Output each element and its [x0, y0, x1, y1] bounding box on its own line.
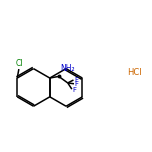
Text: F: F: [74, 81, 78, 87]
Text: F: F: [72, 87, 76, 93]
Text: NH₂: NH₂: [60, 64, 75, 73]
Text: HCl: HCl: [127, 68, 141, 77]
Text: F: F: [74, 77, 78, 83]
Text: Cl: Cl: [16, 59, 23, 68]
